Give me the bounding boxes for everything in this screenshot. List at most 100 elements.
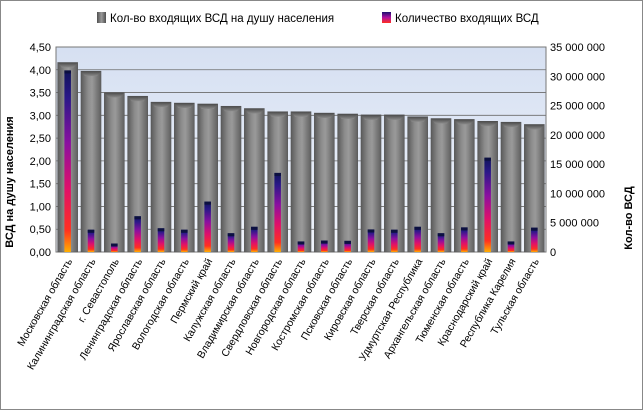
bar-total-body [297,241,305,252]
bar-total [531,227,538,252]
bar-per-capita-bevel [360,114,382,120]
y-left-tick-label: 2,00 [30,156,51,168]
bar-total-body [87,229,95,252]
y-axis-left: 0,00 0,50 1,00 1,50 2,00 2,50 3,00 3,50 4,00 4,50 [30,42,51,259]
bar-per-capita-bevel [430,118,452,124]
bar-total-cap [274,172,281,176]
y-left-tick-label: 1,50 [30,179,51,191]
y-axis-left-title: ВСД на душу населения [4,116,16,247]
bar-per-capita-bevel [174,103,195,109]
bar-total-body [111,243,118,252]
bar-total-cap [344,240,351,244]
bar-per-capita-bevel [384,114,405,120]
bar-total-cap [437,233,445,237]
bar-total-body [391,229,398,252]
bar-total [391,229,398,252]
bar-total-body [274,172,281,252]
bar-total-body [227,233,235,252]
bar-total-cap [484,157,491,161]
y-left-tick-label: 3,50 [30,88,51,100]
y-right-tick-label: 20 000 000 [550,130,605,142]
bar-total-cap [367,229,375,233]
bar-total-cap [531,227,538,231]
bar-per-capita [360,114,382,253]
bar-total [297,241,305,252]
bar-total [484,157,491,252]
bar-total [507,241,515,252]
bar-total-cap [87,229,95,233]
bar-per-capita [337,113,358,253]
y-left-tick-label: 0,50 [30,224,51,236]
bar-per-capita-bevel [127,96,148,102]
bar-total [367,229,375,252]
bar-per-capita [290,111,312,253]
bar-total-body [321,240,328,252]
bar-total [321,240,328,252]
bar-per-capita-bevel [500,122,522,128]
bar-total [414,226,421,252]
bar-total-body [367,229,375,252]
bar-per-capita-bevel [337,113,358,119]
bar-total-cap [64,70,71,74]
bar-per-capita [454,119,475,253]
y-axis-right: 0 5 000 000 10 000 000 15 000 000 20 000 000… [550,42,605,259]
bar-per-capita [244,108,265,253]
bar-total-body [157,228,165,252]
bar-total-body [181,229,188,252]
legend: Кол-во входящих ВСД на душу населения Ко… [97,12,539,25]
bar-total [134,216,141,252]
y-right-tick-label: 15 000 000 [550,159,605,171]
bar-total-body [204,201,211,252]
bar-total [64,70,71,252]
bar-total-cap [181,229,188,233]
bar-total [157,228,165,252]
legend-label-series-2: Количество входящих ВСД [395,13,539,25]
y-right-tick-label: 25 000 000 [550,101,605,113]
bar-per-capita [80,70,102,253]
y-right-tick-label: 5 000 000 [550,218,599,230]
bar-total-cap [204,201,211,205]
bar-total [274,172,281,252]
bar-per-capita-bevel [150,102,172,108]
y-left-tick-label: 0,00 [30,247,51,259]
bar-per-capita [174,102,195,253]
bar-per-capita [220,105,242,253]
bar-total-cap [321,240,328,244]
bar-total-cap [227,233,235,237]
bar-per-capita [407,116,428,253]
bar-total-cap [461,227,468,231]
bar-total-body [414,226,421,252]
bar-total-cap [111,243,118,247]
y-left-tick-label: 3,00 [30,110,51,122]
bar-per-capita-bevel [80,71,102,77]
y-right-tick-label: 35 000 000 [550,42,605,54]
y-right-tick-label: 0 [550,247,556,259]
bar-total [251,226,258,252]
bar-per-capita-bevel [524,124,545,130]
bar-total-body [64,70,71,252]
bar-per-capita-bevel [477,121,498,127]
bar-per-capita [500,121,522,253]
bar-per-capita-bevel [267,111,288,117]
bar-total-body [531,227,538,252]
bar-total-cap [134,216,141,220]
bar-total-body [507,241,515,252]
bar-per-capita [314,112,335,253]
bar-total-body [461,227,468,252]
bar-total-body [484,157,491,252]
bar-per-capita-bevel [57,62,78,68]
bar-total-body [251,226,258,252]
legend-label-series-1: Кол-во входящих ВСД на душу населения [110,13,334,25]
bar-total [461,227,468,252]
bar-per-capita-bevel [454,119,475,125]
bar-total [437,233,445,252]
bar-per-capita [524,124,545,253]
bar-total [111,243,118,252]
bar-per-capita-body [430,118,452,253]
bar-total-body [344,240,351,252]
bar-total-body [134,216,141,252]
bar-per-capita [127,95,148,253]
y-axis-right-title: Кол-во ВСД [623,186,635,250]
